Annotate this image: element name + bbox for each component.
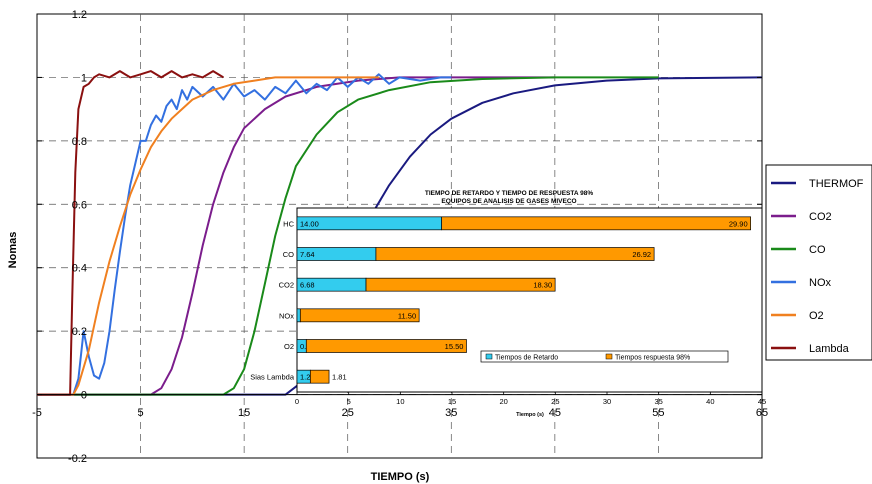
inset-legend-label: Tiempos de Retardo	[495, 355, 558, 362]
legend-box	[765, 164, 872, 361]
inset-data-label: 11.50	[398, 311, 416, 320]
inset-title: TIEMPO DE RETARDO Y TIEMPO DE RESPUESTA …	[425, 190, 594, 197]
inset-x-tick-label: 40	[706, 397, 714, 406]
inset-category-label: HC	[283, 219, 294, 228]
legend-label: Lambda	[809, 343, 850, 355]
y-tick-label: 0.4	[72, 263, 87, 275]
inset-data-label: 6.68	[300, 281, 315, 290]
legend-label: CO	[809, 244, 826, 256]
y-tick-label: 1	[81, 72, 87, 84]
x-tick-label: 35	[445, 407, 457, 419]
y-tick-label: 0.2	[72, 326, 87, 338]
inset-x-tick-label: 0	[295, 397, 299, 406]
y-axis-label: Nomas	[7, 232, 19, 269]
inset-x-tick-label: 20	[499, 397, 507, 406]
response-bar	[441, 216, 751, 231]
y-tick-label: 0.6	[72, 199, 87, 211]
inset-category-label: O2	[284, 342, 294, 351]
inset-category-label: NOx	[279, 311, 294, 320]
inset-legend-box	[480, 350, 729, 363]
x-tick-label: 5	[138, 407, 144, 419]
inset-data-label: 18.30	[533, 281, 552, 290]
series-line-lambda	[37, 70, 224, 396]
x-tick-label: 15	[238, 407, 250, 419]
inset-x-axis-label: Tiempo (s)	[516, 412, 544, 418]
inset-data-label: 7.64	[300, 250, 315, 259]
x-axis-label: TIEMPO (s)	[371, 471, 430, 483]
y-tick-label: 0	[81, 390, 87, 402]
inset-data-label: 14.00	[300, 219, 319, 228]
x-tick-label: 55	[652, 407, 664, 419]
inset-x-tick-label: 45	[758, 397, 766, 406]
inset-x-tick-label: 35	[654, 397, 662, 406]
inset-x-tick-label: 10	[396, 397, 404, 406]
inset-x-tick-label: 30	[603, 397, 611, 406]
response-bar	[305, 339, 467, 353]
series-line-nox	[37, 73, 452, 396]
inset-plot-frame	[296, 207, 763, 393]
legend-label: NOx	[809, 277, 832, 289]
inset-category-label: CO2	[279, 281, 294, 290]
inset-category-label: Sias Lambda	[250, 373, 295, 382]
inset-x-tick-label: 5	[347, 397, 351, 406]
legend-label: CO2	[809, 211, 832, 223]
legend-label: O2	[809, 310, 824, 322]
inset-data-label: 1.81	[332, 373, 347, 382]
series-line-o2	[37, 76, 379, 396]
y-tick-label: 0.8	[72, 136, 87, 148]
inset-data-label: 1.29	[300, 373, 315, 382]
x-tick-label: 25	[342, 407, 354, 419]
inset-data-label: 29.90	[729, 219, 748, 228]
response-bar	[309, 369, 330, 384]
response-bar	[365, 277, 556, 292]
x-tick-label: 65	[756, 407, 768, 419]
x-tick-label: -5	[32, 407, 42, 419]
y-tick-label: -0.2	[68, 453, 87, 465]
inset-legend-label: Tiempos respuesta 98%	[615, 355, 690, 362]
legend-label: THERMOF	[809, 178, 864, 190]
response-bar	[375, 247, 655, 261]
inset-data-label: 26.92	[632, 250, 651, 259]
inset-legend-swatch	[485, 353, 493, 360]
response-bar	[299, 308, 420, 323]
inset-x-tick-label: 15	[448, 397, 456, 406]
inset-x-tick-label: 25	[551, 397, 559, 406]
series-line-co	[37, 76, 659, 396]
inset-legend-swatch	[605, 353, 613, 360]
inset-subtitle: EQUIPOS DE ANALISIS DE GASES MIVECO	[441, 198, 576, 205]
inset-data-label: 15.50	[445, 342, 464, 351]
y-tick-label: 1.2	[72, 9, 87, 21]
x-tick-label: 45	[549, 407, 561, 419]
inset-category-label: CO	[283, 250, 294, 259]
